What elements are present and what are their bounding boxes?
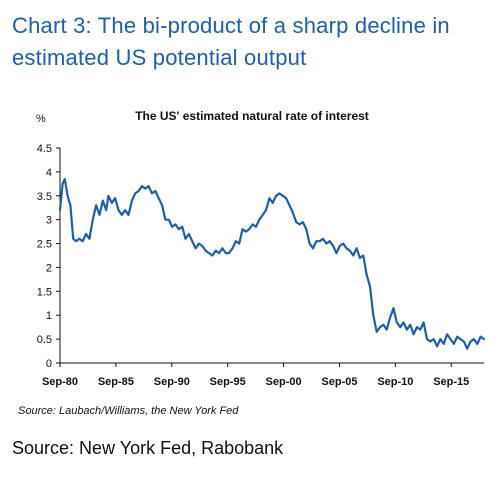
headline-line-2: estimated US potential output: [12, 45, 307, 70]
chart-area: The US' estimated natural rate of intere…: [0, 96, 504, 426]
x-tick-label: Sep-05: [321, 376, 357, 388]
chart-title: The US' estimated natural rate of intere…: [135, 109, 369, 123]
y-tick-label: 4: [46, 167, 52, 179]
y-tick-label: 4.5: [37, 143, 52, 155]
x-tick-label: Sep-10: [377, 376, 413, 388]
x-tick-label: Sep-90: [154, 376, 190, 388]
x-axis: Sep-80 Sep-85 Sep-90 Sep-95 Sep-00 Sep-05 Sep-…: [42, 362, 484, 388]
y-tick-label: 3: [46, 215, 52, 227]
y-tick-label: 2: [46, 262, 52, 274]
x-tick-label: Sep-80: [42, 376, 78, 388]
x-tick-label: Sep-00: [266, 376, 302, 388]
y-tick-label: 3.5: [37, 191, 52, 203]
x-tick-label: Sep-95: [210, 376, 246, 388]
source-text: Source: New York Fed, Rabobank: [12, 438, 284, 458]
y-axis-unit: %: [36, 113, 46, 125]
series-line-0: [58, 177, 486, 350]
headline-line-1: Chart 3: The bi-product of a sharp decli…: [12, 13, 450, 38]
line-chart: The US' estimated natural rate of intere…: [18, 109, 486, 417]
x-tick-label: Sep-85: [98, 376, 134, 388]
series-group: [58, 177, 486, 350]
y-tick-label: 1: [46, 310, 52, 322]
y-tick-label: 0: [46, 358, 52, 370]
y-tick-label: 1.5: [37, 286, 52, 298]
chart-headline: Chart 3: The bi-product of a sharp decli…: [12, 10, 492, 74]
y-tick-label: 2.5: [37, 239, 52, 251]
x-tick-label: Sep-15: [433, 376, 469, 388]
y-tick-label: 0.5: [37, 334, 52, 346]
y-axis: 0 0.5 1 1.5 2 2.5 3 3.5 4 4.5: [37, 143, 61, 370]
chart-source-note: Source: Laubach/Williams, the New York F…: [18, 405, 239, 417]
